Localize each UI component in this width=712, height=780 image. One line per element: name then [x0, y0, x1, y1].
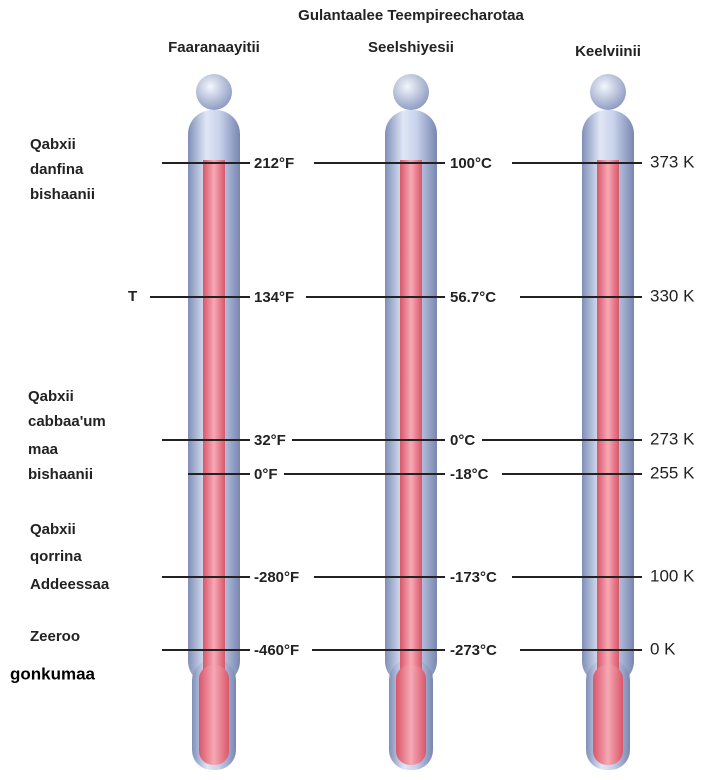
thermometer-top [590, 74, 626, 110]
reading: -280°F [254, 569, 299, 586]
reading: -173°C [450, 569, 497, 586]
mercury-bulb [396, 665, 426, 765]
reading: 273 K [650, 429, 695, 448]
point-label: Qabxii [30, 136, 76, 153]
title: Gulantaalee Teempireecharotaa [298, 7, 524, 24]
mercury-bulb [199, 665, 229, 765]
point-label: qorrina [30, 548, 82, 565]
scale-name: Seelshiyesii [368, 39, 454, 56]
reading: 212°F [254, 155, 294, 172]
point-label: bishaanii [30, 186, 95, 203]
mercury-column [203, 160, 225, 680]
point-label: maa [28, 441, 59, 458]
reading: 330 K [650, 286, 695, 305]
reading: -460°F [254, 642, 299, 659]
reading: 373 K [650, 152, 695, 171]
reading: -273°C [450, 642, 497, 659]
thermometer-top [196, 74, 232, 110]
reading: 56.7°C [450, 289, 496, 306]
mercury-column [400, 160, 422, 680]
point-label: Qabxii [28, 388, 74, 405]
reading: 0 K [650, 639, 676, 658]
thermometer-top [393, 74, 429, 110]
point-label: bishaanii [28, 466, 93, 483]
mercury-bulb [593, 665, 623, 765]
point-label: Qabxii [30, 521, 76, 538]
label-bold: gonkumaa [10, 664, 96, 683]
reading: 0°F [254, 466, 278, 483]
scale-name: Faaranaayitii [168, 39, 260, 56]
reading: -18°C [450, 466, 489, 483]
point-label: danfina [30, 161, 84, 178]
reading: 100 K [650, 566, 695, 585]
scale-name: Keelviinii [575, 43, 641, 60]
point-label: Addeessaa [30, 576, 110, 593]
reading: 134°F [254, 289, 294, 306]
reading: 255 K [650, 463, 695, 482]
reading: 100°C [450, 155, 492, 172]
mercury-column [597, 160, 619, 680]
point-label: cabbaa'um [28, 413, 106, 430]
point-label: Zeeroo [30, 628, 80, 645]
thermometer-diagram: Gulantaalee Teempireecharotaa Faaranaayi… [0, 0, 712, 780]
point-label: T [128, 288, 137, 305]
reading: 32°F [254, 432, 286, 449]
reading: 0°C [450, 432, 475, 449]
